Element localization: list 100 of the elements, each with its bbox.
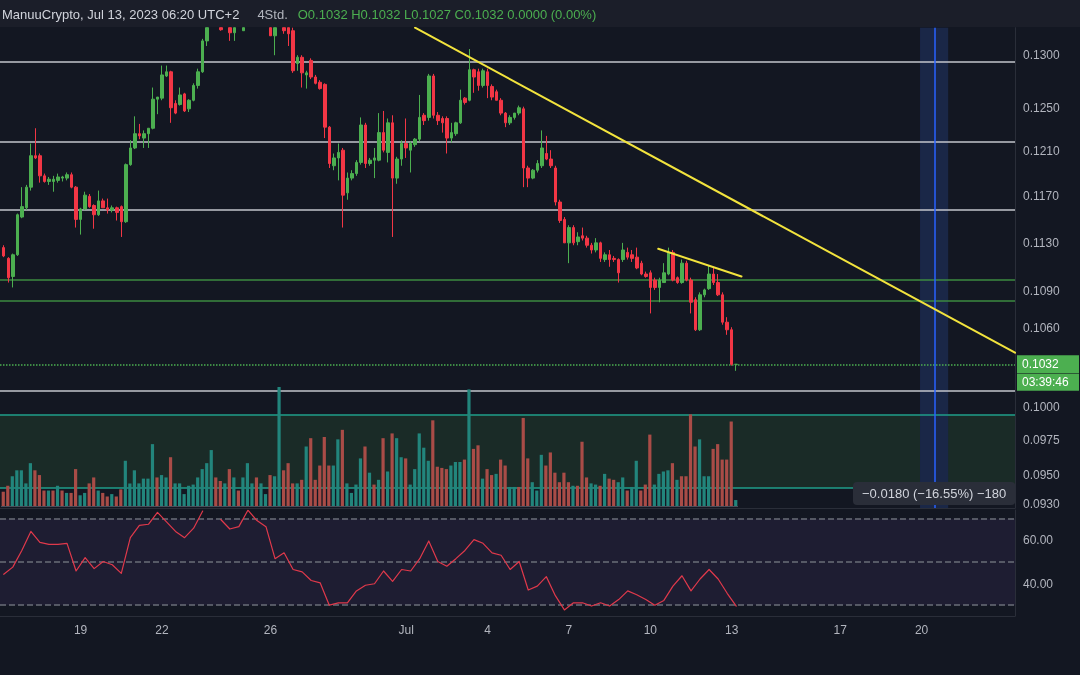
bar xyxy=(607,478,612,506)
chart-subtitle: ManuuCrypto, Jul 13, 2023 06:20 UTC+2 xyxy=(2,6,240,22)
bar xyxy=(630,486,634,506)
bar xyxy=(580,441,585,506)
bar xyxy=(639,490,643,506)
candlestick xyxy=(508,114,512,126)
candlestick xyxy=(621,242,625,263)
band-label: −0.0180 (−16.55%) −180 xyxy=(862,486,1007,501)
candlestick xyxy=(300,54,304,89)
candlestick xyxy=(599,241,602,263)
candlestick xyxy=(242,27,245,32)
bar xyxy=(60,490,65,506)
bar xyxy=(404,458,408,506)
bar xyxy=(341,429,345,506)
bar xyxy=(390,433,395,506)
bar xyxy=(711,448,716,506)
candlestick xyxy=(594,237,598,253)
bar xyxy=(237,490,241,506)
bar xyxy=(544,465,548,506)
bar xyxy=(119,489,123,506)
y-tick-label: 0.1130 xyxy=(1023,235,1060,250)
candlestick xyxy=(540,129,544,169)
bar xyxy=(323,436,327,506)
y-tick-label: 0.1300 xyxy=(1023,48,1061,63)
bar xyxy=(286,463,291,506)
text: 03:39:46 xyxy=(1022,375,1070,390)
y-tick-label: 0.0975 xyxy=(1023,433,1061,448)
bar xyxy=(671,463,675,506)
bar xyxy=(621,477,625,506)
y-tick-label: 0.0930 xyxy=(1023,496,1061,511)
x-tick-label: Jul xyxy=(398,623,414,637)
y-tick-label: 0.1250 xyxy=(1023,100,1061,115)
candlestick xyxy=(65,171,69,181)
y-tick-label: 0.1000 xyxy=(1023,399,1061,414)
bar xyxy=(381,438,386,506)
bar xyxy=(612,479,616,506)
bar xyxy=(92,477,96,506)
bar xyxy=(721,459,725,506)
y-tick-label: 0.1060 xyxy=(1023,321,1061,336)
bar xyxy=(228,469,232,506)
bar xyxy=(698,439,702,506)
candlestick xyxy=(382,110,385,153)
bar xyxy=(657,473,661,506)
x-tick-label: 19 xyxy=(73,623,88,637)
candlestick xyxy=(183,92,186,113)
bar xyxy=(15,470,19,506)
candlestick xyxy=(707,265,711,291)
bar xyxy=(734,500,738,506)
candlestick xyxy=(472,68,476,94)
bar xyxy=(255,477,259,506)
bar xyxy=(436,466,440,506)
bar xyxy=(300,479,304,506)
bar xyxy=(210,450,214,506)
bar xyxy=(368,472,372,506)
candlestick xyxy=(305,70,308,90)
bar xyxy=(6,485,10,506)
bar xyxy=(522,417,526,506)
candlestick xyxy=(273,27,277,56)
bar xyxy=(33,470,37,506)
bar xyxy=(83,492,87,506)
bar xyxy=(427,460,431,506)
bar xyxy=(481,478,485,506)
y-tick-label: 40.00 xyxy=(1023,576,1054,591)
candlestick xyxy=(567,224,571,264)
bar xyxy=(377,479,381,506)
candlestick xyxy=(486,68,489,99)
x-tick-label: 4 xyxy=(484,623,492,637)
bar xyxy=(160,475,164,506)
candlestick xyxy=(698,291,702,332)
bar xyxy=(485,469,490,506)
candlestick xyxy=(445,115,449,154)
bar xyxy=(508,486,512,506)
bar xyxy=(336,439,340,506)
x-tick-label: 10 xyxy=(643,623,658,637)
y-tick-label: 0.1090 xyxy=(1023,284,1061,299)
bar xyxy=(603,473,607,506)
candlestick xyxy=(138,123,141,140)
candlestick xyxy=(228,27,232,42)
candlestick xyxy=(422,112,426,126)
bar xyxy=(540,454,544,506)
bar xyxy=(458,461,462,506)
bar xyxy=(395,438,399,506)
bar xyxy=(110,494,114,506)
candlestick xyxy=(463,96,467,106)
y-tick-label: 60.00 xyxy=(1023,533,1054,548)
candlestick xyxy=(341,147,345,229)
bar xyxy=(133,470,137,506)
bar xyxy=(730,421,734,506)
bar xyxy=(29,463,33,506)
bar xyxy=(268,475,273,506)
bar xyxy=(219,481,223,506)
candlestick xyxy=(110,204,114,213)
bar xyxy=(449,465,453,506)
bar xyxy=(531,482,535,506)
bar xyxy=(445,469,449,506)
candlestick xyxy=(671,249,675,282)
candlestick xyxy=(364,122,367,169)
bar xyxy=(517,486,521,506)
bar xyxy=(65,492,69,506)
candlestick xyxy=(233,27,236,42)
